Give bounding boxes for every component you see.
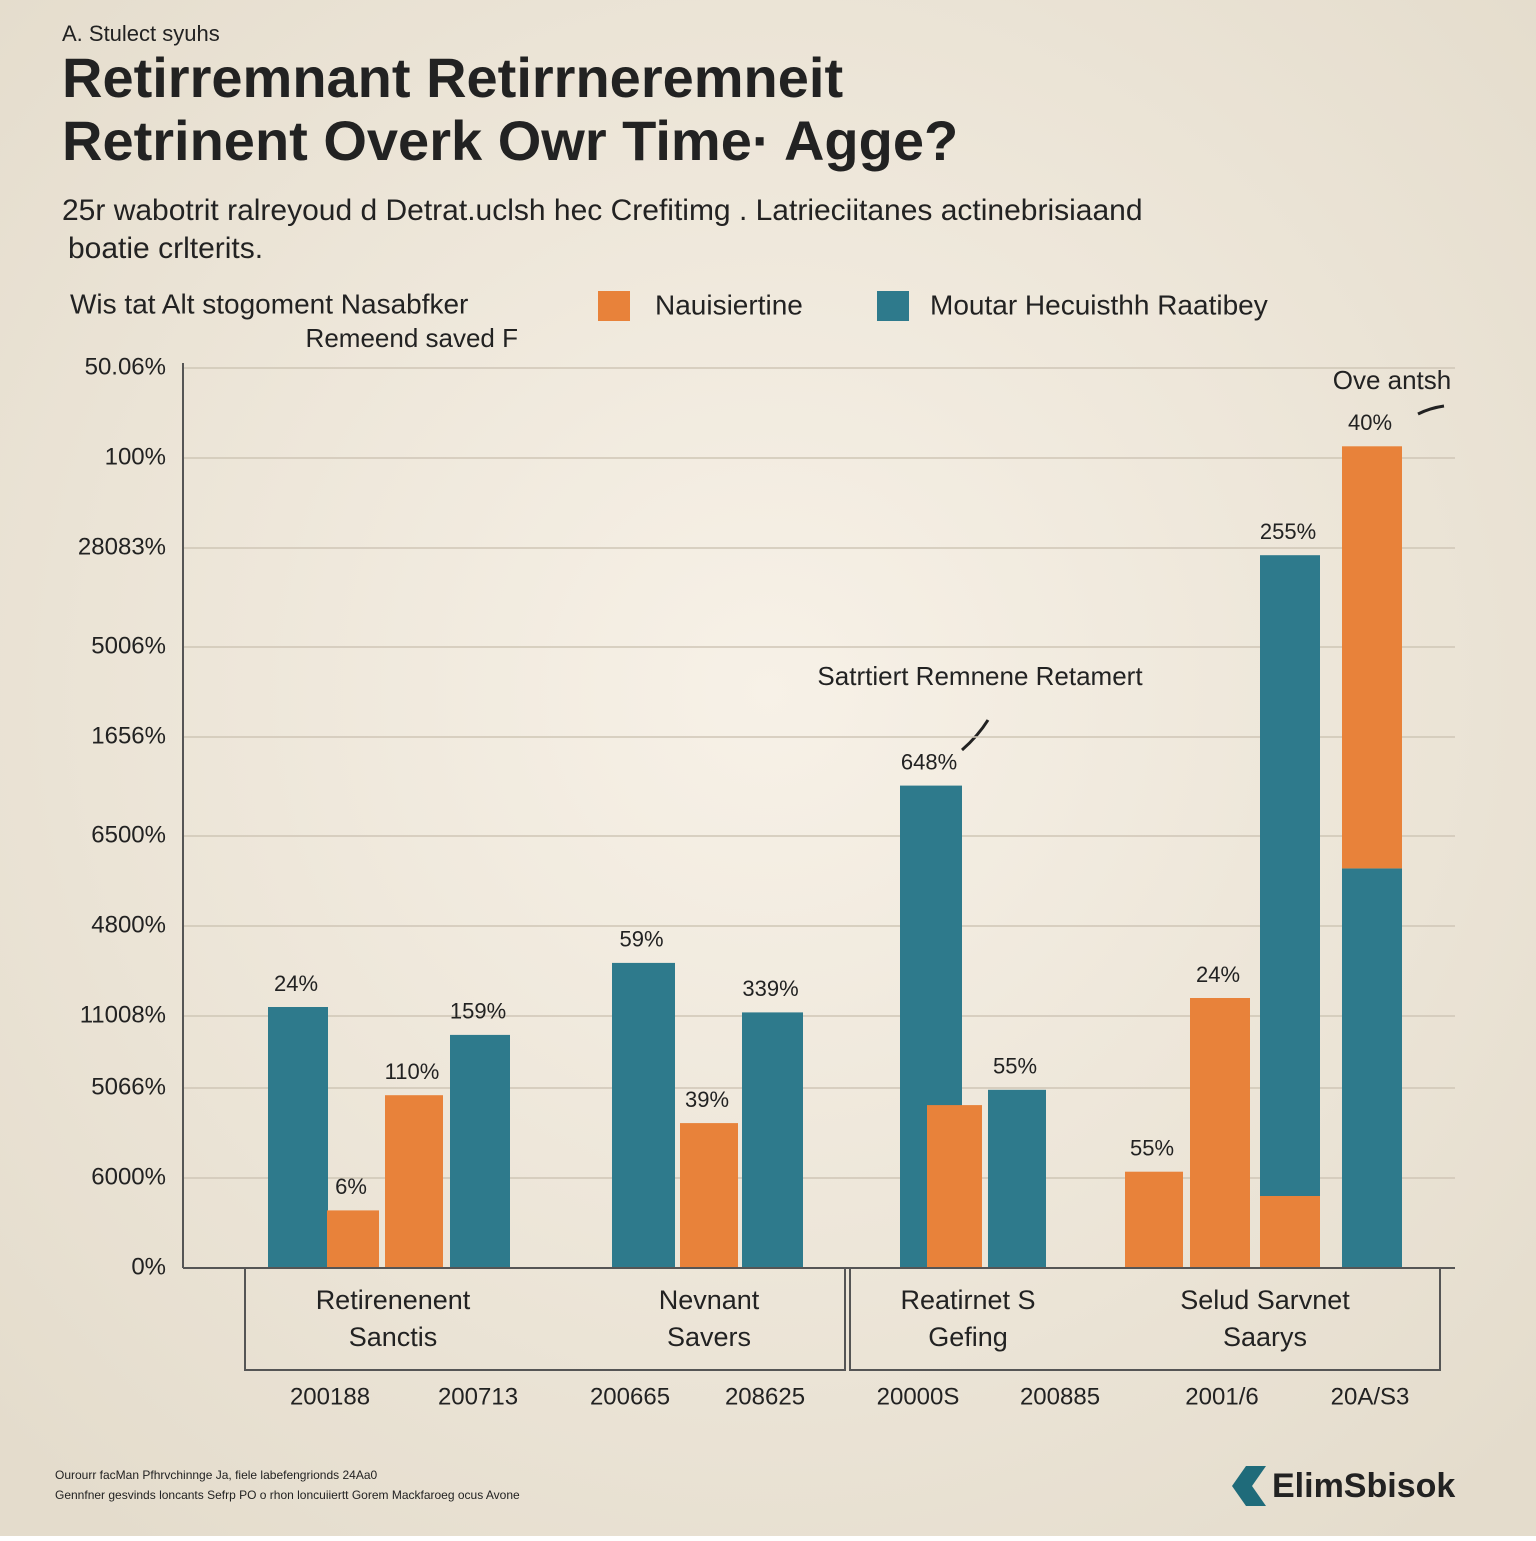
x-tick-label: Reatirnet S Gefing [900,1285,1035,1352]
bar [742,1012,803,1268]
year-label: 200188 [290,1383,370,1410]
year-label: 208625 [725,1383,805,1410]
year-label: 200885 [1020,1383,1100,1410]
bar-label: 24% [1196,962,1240,987]
y-tick-label: 6000% [91,1163,166,1190]
logo: ElimSbisok [1272,1467,1455,1505]
bar-label: 110% [385,1059,440,1084]
year-label: 200665 [590,1383,670,1410]
y-tick-label: 28083% [78,533,166,560]
annotation: Ove antsh [1333,365,1452,395]
subtitle: boatie crlterits. [68,232,263,265]
bar [612,962,675,1268]
bar [680,1123,738,1268]
bar [1260,555,1320,1196]
legend-title: Wis tat Alt stogoment Nasabfker [70,288,468,319]
bar-label: 59% [619,927,663,952]
year-label: 200713 [438,1383,518,1410]
y-tick-label: 11008% [80,1001,166,1028]
footer: Gennfner gesvinds loncants Sefrp PO o rh… [55,1488,520,1502]
title: Retirremnant Retirrneremneit [62,46,843,109]
logo-icon [1232,1466,1266,1506]
legend-swatch [598,291,630,321]
bar [1125,1171,1183,1268]
year-label: 20A/S3 [1331,1383,1410,1410]
bar-label: 39% [685,1087,729,1112]
bar [1260,1196,1320,1268]
bar-label: 255% [1260,519,1316,544]
bar [927,1105,982,1268]
y-tick-label: 5006% [91,632,166,659]
bar [1342,868,1402,1268]
bar-label: 55% [993,1054,1037,1079]
bar [988,1089,1046,1268]
footer: Ourourr facMan Pfhrvchinnge Ja, fiele la… [55,1468,378,1482]
year-label: 2001/6 [1185,1383,1258,1410]
y-tick-label: 100% [105,443,166,470]
bar-label: 339% [742,976,798,1001]
legend-label: Moutar Hecuisthh Raatibey [930,289,1268,320]
y-tick-label: 5066% [91,1073,166,1100]
y-tick-label: 6500% [91,821,166,848]
title: Retrinent Overk Owr Time· Agge? [62,109,958,172]
legend-title: Remeend saved F [306,323,518,353]
bar-label: 40% [1348,410,1392,435]
bar [1190,998,1250,1268]
legend-swatch [877,291,909,321]
bar-label: 55% [1130,1136,1174,1161]
x-tick-label: Nevnant Savers [659,1285,760,1352]
bar [450,1034,510,1268]
bar [268,1007,328,1268]
subtitle: 25r wabotrit ralreyoud d Detrat.uclsh he… [62,194,1143,227]
y-tick-label: 4800% [91,911,166,938]
arrow [961,719,990,752]
year-label: 20000S [877,1383,960,1410]
bar [1342,446,1402,869]
bar-label: 6% [335,1174,367,1199]
x-tick-label: Retirenenent Sanctis [316,1285,471,1352]
bar-label: 648% [901,749,957,774]
legend-label: Nauisiertine [655,289,803,320]
y-tick-label: 1656% [91,722,166,749]
y-tick-label: 0% [131,1253,166,1280]
bar-label: 159% [450,999,506,1024]
annotation: Satrtiert Remnene Retamert [817,661,1143,691]
kicker: A. Stulect syuhs [62,21,220,46]
bar [327,1210,379,1268]
x-tick-label: Selud Sarvnet Saarys [1180,1285,1350,1352]
bar [385,1095,443,1268]
y-tick-label: 50.06% [85,353,166,380]
arrow [1417,404,1445,416]
bar-label: 24% [274,971,318,996]
